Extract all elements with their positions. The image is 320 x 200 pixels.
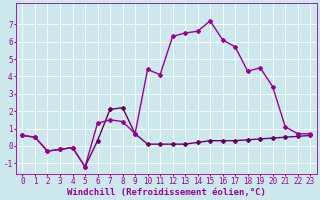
X-axis label: Windchill (Refroidissement éolien,°C): Windchill (Refroidissement éolien,°C) [67,188,266,197]
